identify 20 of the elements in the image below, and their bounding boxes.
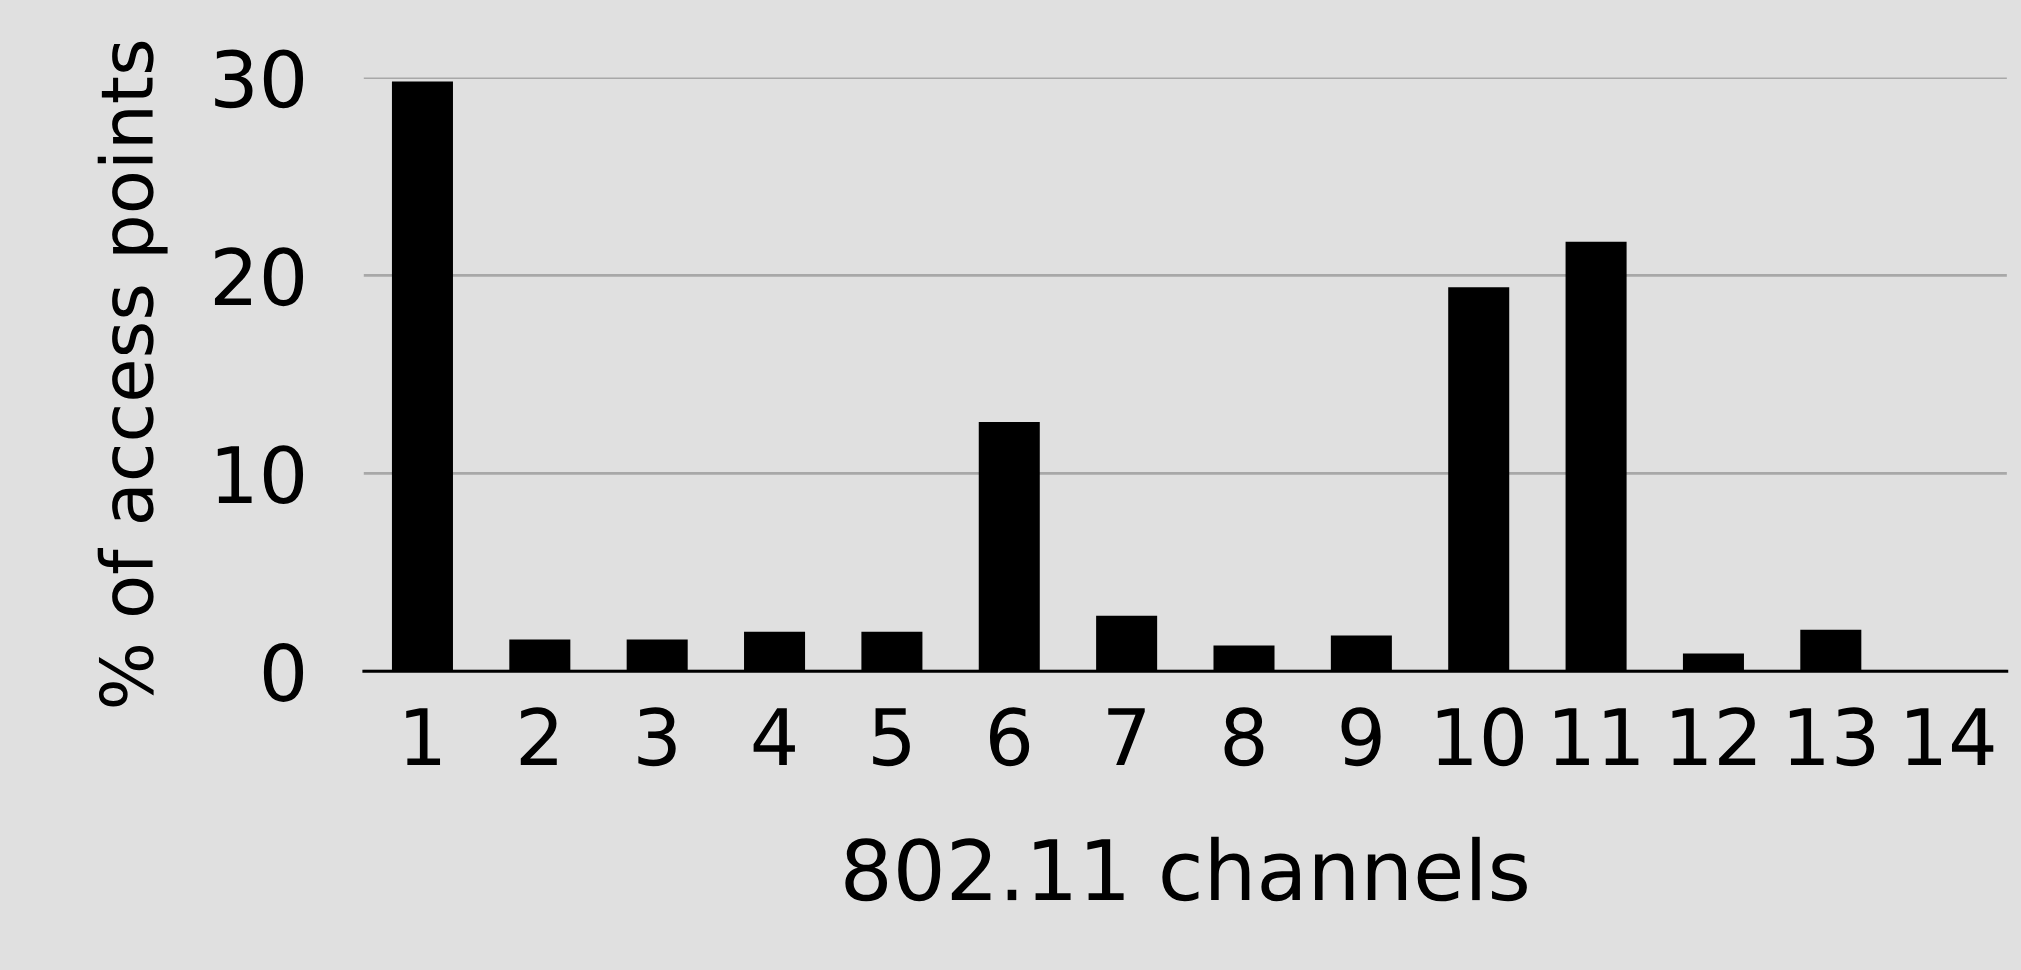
x-tick-label: 13 bbox=[1789, 707, 1875, 767]
x-tick-label: 4 bbox=[753, 708, 795, 766]
x-tick-label: 10 bbox=[1437, 707, 1524, 767]
y-tick-label: 10 bbox=[217, 445, 304, 505]
x-tick-label: 11 bbox=[1555, 708, 1639, 766]
x-tick-label: 8 bbox=[1224, 707, 1264, 767]
x-tick-label: 6 bbox=[989, 707, 1030, 767]
x-tick-label: 9 bbox=[1341, 707, 1381, 767]
x-tick-label: 14 bbox=[1907, 708, 1994, 766]
y-tick-label: 0 bbox=[263, 643, 304, 702]
x-tick-label: 3 bbox=[638, 707, 676, 767]
x-tick-label: 2 bbox=[520, 707, 557, 766]
y-tick-label: 20 bbox=[214, 247, 304, 307]
x-tick-label: 7 bbox=[1108, 708, 1145, 766]
x-axis-title: 802.11 channels bbox=[845, 836, 1527, 902]
y-axis-title: % of access points bbox=[97, 41, 168, 707]
x-tick-label: 5 bbox=[873, 708, 910, 767]
x-tick-label: 1 bbox=[406, 708, 441, 766]
x-tick-label: 12 bbox=[1672, 707, 1756, 766]
y-tick-label: 30 bbox=[215, 49, 304, 109]
